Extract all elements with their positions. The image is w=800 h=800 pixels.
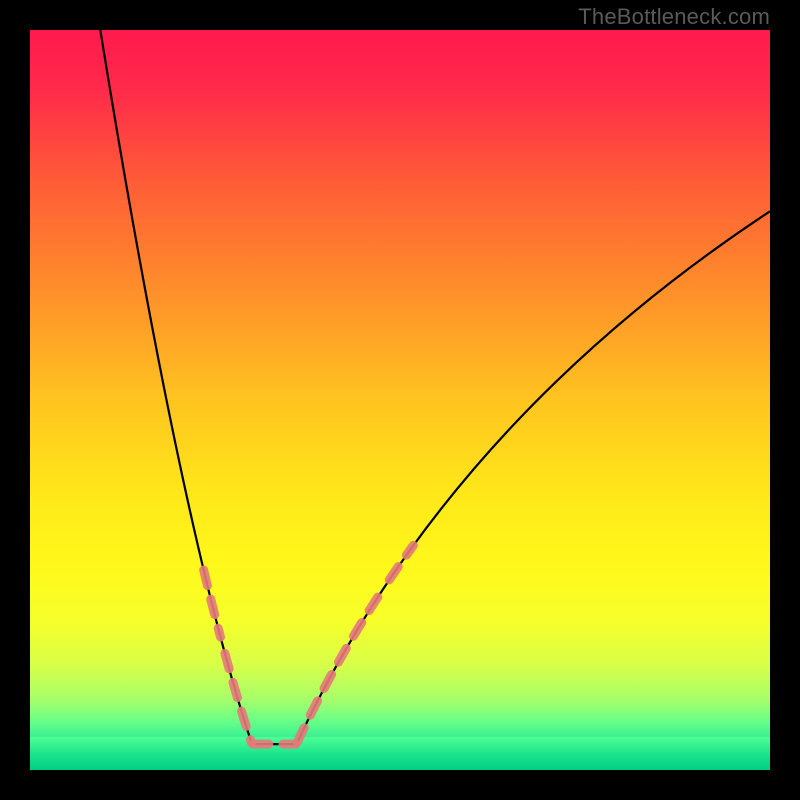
highlight-dash-segment bbox=[297, 594, 379, 742]
bottleneck-curve bbox=[30, 30, 770, 770]
plot-area bbox=[30, 30, 770, 770]
highlight-dash-segment bbox=[204, 570, 221, 637]
watermark-text: TheBottleneck.com bbox=[578, 4, 770, 30]
curve-line bbox=[100, 30, 770, 744]
highlight-dash-segment bbox=[225, 653, 252, 742]
highlight-dash-overlay bbox=[204, 545, 414, 744]
chart-frame bbox=[0, 0, 800, 800]
